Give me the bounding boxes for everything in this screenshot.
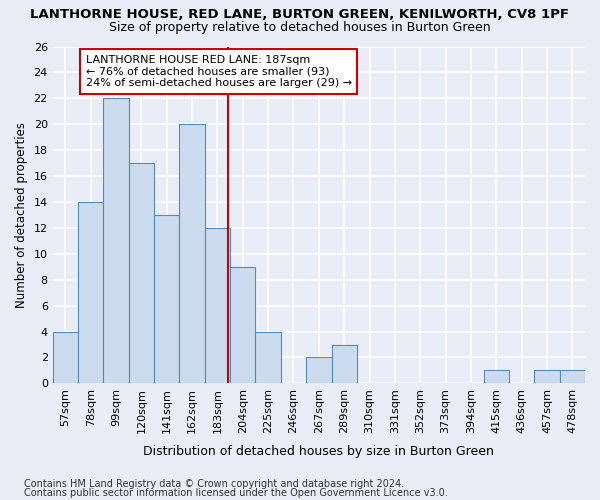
X-axis label: Distribution of detached houses by size in Burton Green: Distribution of detached houses by size …: [143, 444, 494, 458]
Bar: [78, 202, 103, 384]
Text: LANTHORNE HOUSE RED LANE: 187sqm
← 76% of detached houses are smaller (93)
24% o: LANTHORNE HOUSE RED LANE: 187sqm ← 76% o…: [86, 55, 352, 88]
Bar: [535, 370, 560, 384]
Bar: [129, 163, 154, 384]
Bar: [179, 124, 205, 384]
Bar: [103, 98, 129, 384]
Bar: [256, 332, 281, 384]
Bar: [53, 332, 78, 384]
Bar: [306, 358, 332, 384]
Bar: [205, 228, 230, 384]
Text: Contains HM Land Registry data © Crown copyright and database right 2024.: Contains HM Land Registry data © Crown c…: [24, 479, 404, 489]
Bar: [484, 370, 509, 384]
Y-axis label: Number of detached properties: Number of detached properties: [15, 122, 28, 308]
Bar: [332, 344, 357, 384]
Text: Size of property relative to detached houses in Burton Green: Size of property relative to detached ho…: [109, 21, 491, 34]
Bar: [230, 267, 256, 384]
Text: LANTHORNE HOUSE, RED LANE, BURTON GREEN, KENILWORTH, CV8 1PF: LANTHORNE HOUSE, RED LANE, BURTON GREEN,…: [31, 8, 569, 20]
Bar: [560, 370, 585, 384]
Bar: [154, 215, 179, 384]
Text: Contains public sector information licensed under the Open Government Licence v3: Contains public sector information licen…: [24, 488, 448, 498]
